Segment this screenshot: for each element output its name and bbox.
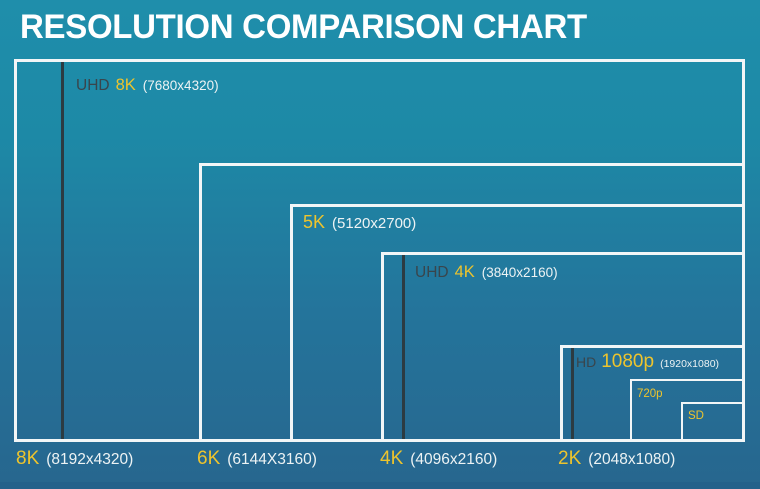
axis-label-8k-dims: (8192x4320) (46, 451, 134, 468)
axis-label-6k-key: 6K (197, 448, 221, 469)
rect-uhd8k-left-edge-line (61, 62, 64, 439)
axis-label-4k: 4K (4096x2160) (380, 448, 497, 471)
label-5k: 5K (5120x2700) (303, 212, 416, 233)
label-720p-key: 720p (637, 388, 663, 400)
axis-label-8k: 8K (8192x4320) (16, 448, 133, 471)
axis-label-6k: 6K (6144X3160) (197, 448, 317, 471)
axis-label-2k-dims: (2048x1080) (588, 451, 676, 468)
axis-label-8k-key: 8K (16, 448, 40, 469)
label-hd-1080p-prefix: HD (576, 354, 597, 370)
rect-hd1080-left-edge-line (571, 348, 574, 439)
label-720p: 720p (637, 384, 663, 402)
axis-label-2k-key: 2K (558, 448, 582, 469)
label-uhd-8k-key: 8K (115, 76, 136, 94)
label-uhd-4k-key: 4K (454, 263, 475, 281)
label-uhd-4k-dims: (3840x2160) (481, 265, 558, 280)
label-uhd-8k-dims: (7680x4320) (142, 78, 219, 93)
axis-label-4k-key: 4K (380, 448, 404, 469)
label-sd-key: SD (688, 410, 704, 422)
label-hd-1080p: HD 1080p (1920x1080) (576, 351, 719, 373)
label-uhd-4k-prefix: UHD (415, 264, 449, 281)
label-hd-1080p-dims: (1920x1080) (660, 358, 720, 370)
footer-bar (0, 482, 760, 489)
label-uhd-8k-prefix: UHD (76, 77, 110, 94)
axis-label-4k-dims: (4096x2160) (410, 451, 498, 468)
label-hd-1080p-key: 1080p (601, 351, 655, 372)
axis-label-2k: 2K (2048x1080) (558, 448, 675, 471)
label-uhd-8k: UHD 8K (7680x4320) (76, 76, 219, 95)
rect-uhd4k-left-edge-line (402, 255, 405, 439)
label-5k-dims: (5120x2700) (332, 215, 417, 232)
rect-sd (681, 402, 745, 442)
axis-label-6k-dims: (6144X3160) (227, 451, 317, 468)
label-sd: SD (688, 406, 704, 424)
label-uhd-4k: UHD 4K (3840x2160) (415, 263, 558, 282)
page-title: RESOLUTION COMPARISON CHART (20, 8, 587, 46)
label-5k-key: 5K (303, 212, 326, 232)
